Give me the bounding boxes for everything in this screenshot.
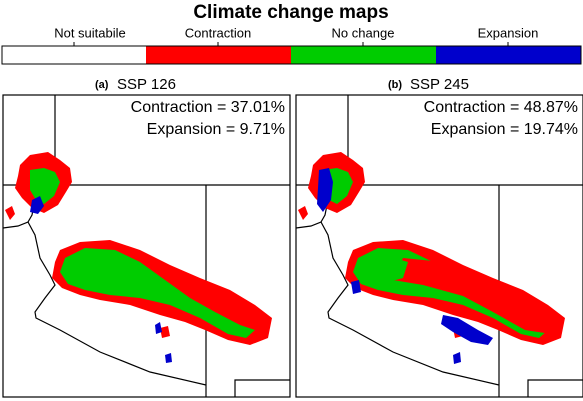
contraction-area [393,258,555,334]
legend: Not suitabile Contraction No change Expa… [1,25,582,65]
expansion-area [155,322,162,334]
legend-swatch [146,46,291,64]
expansion-area [453,352,461,364]
contraction-stat: Contraction = 48.87% [424,99,578,116]
legend-swatch [291,46,436,64]
expansion-area [30,196,44,214]
panel-scenario: SSP 245 [410,76,469,93]
expansion-area [351,280,361,294]
panel-a: (a) SSP 126 Contraction = 37.01% Expansi… [2,76,291,398]
panel-tag: (b) [388,79,402,91]
panel-b: (b) SSP 245 Contraction = 48.87% Expansi… [295,76,583,398]
base-map [2,94,291,398]
base-map [295,94,583,398]
legend-label: Not suitabile [54,25,126,40]
legend-label: No change [332,25,395,40]
expansion-area [165,353,172,363]
contraction-stat: Contraction = 37.01% [131,99,285,116]
expansion-stat: Expansion = 19.74% [431,121,578,138]
expansion-stat: Expansion = 9.71% [147,121,285,138]
legend-frame [1,45,582,65]
panel-tag: (a) [95,79,109,91]
legend-swatch [2,46,146,64]
legend-label: Contraction [185,25,251,40]
legend-label: Expansion [478,25,539,40]
expansion-area [317,168,333,212]
figure-title: Climate change maps [193,2,388,23]
expansion-area [441,315,493,345]
legend-swatch [436,46,581,64]
stable-area [363,256,408,284]
panel-scenario: SSP 126 [117,76,176,93]
